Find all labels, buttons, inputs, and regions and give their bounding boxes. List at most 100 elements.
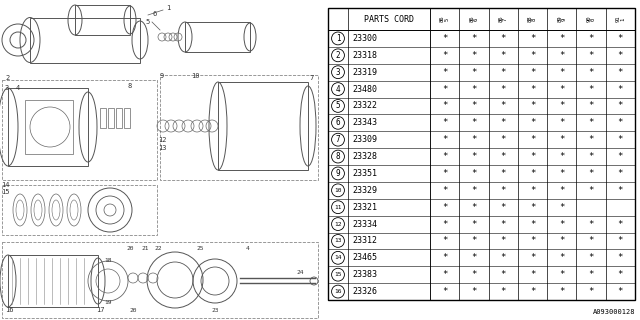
- Text: *: *: [559, 186, 564, 195]
- Text: *: *: [559, 169, 564, 178]
- Text: 9: 9: [336, 169, 340, 178]
- Text: *: *: [471, 287, 477, 296]
- Text: *: *: [500, 236, 506, 245]
- Text: *: *: [442, 34, 447, 43]
- Text: *: *: [500, 287, 506, 296]
- Text: 23326: 23326: [352, 287, 377, 296]
- Text: *: *: [618, 84, 623, 93]
- Text: *: *: [559, 118, 564, 127]
- Text: *: *: [559, 68, 564, 77]
- Circle shape: [332, 133, 344, 146]
- Circle shape: [332, 32, 344, 45]
- Text: *: *: [530, 34, 535, 43]
- Text: *: *: [442, 118, 447, 127]
- Text: 89
9: 89 9: [557, 16, 566, 22]
- Text: 13: 13: [334, 238, 342, 244]
- Text: *: *: [618, 287, 623, 296]
- Text: 5: 5: [146, 19, 150, 25]
- Circle shape: [332, 235, 344, 247]
- Text: 16: 16: [5, 307, 13, 313]
- Text: *: *: [618, 169, 623, 178]
- Text: 6: 6: [336, 118, 340, 127]
- Text: 1: 1: [166, 5, 170, 11]
- Circle shape: [332, 201, 344, 214]
- Text: *: *: [559, 84, 564, 93]
- Circle shape: [332, 83, 344, 95]
- Text: *: *: [500, 34, 506, 43]
- Text: *: *: [442, 51, 447, 60]
- Text: *: *: [442, 236, 447, 245]
- Text: *: *: [471, 186, 477, 195]
- Text: 19: 19: [104, 300, 112, 306]
- Text: 24: 24: [296, 270, 304, 276]
- Text: 23300: 23300: [352, 34, 377, 43]
- Text: *: *: [530, 236, 535, 245]
- Text: *: *: [471, 68, 477, 77]
- Text: *: *: [588, 287, 594, 296]
- Text: 10: 10: [191, 73, 199, 79]
- Circle shape: [332, 167, 344, 180]
- Text: *: *: [442, 287, 447, 296]
- Text: *: *: [500, 186, 506, 195]
- Text: *: *: [500, 51, 506, 60]
- Bar: [100, 108, 106, 128]
- Text: *: *: [442, 135, 447, 144]
- Text: *: *: [471, 118, 477, 127]
- Text: 20: 20: [126, 245, 134, 251]
- Text: *: *: [588, 135, 594, 144]
- Text: 23321: 23321: [352, 203, 377, 212]
- Text: 86
7: 86 7: [499, 16, 508, 22]
- Text: 23351: 23351: [352, 169, 377, 178]
- Text: 8: 8: [336, 152, 340, 161]
- Text: *: *: [471, 51, 477, 60]
- Text: *: *: [530, 68, 535, 77]
- Bar: [185, 22, 250, 52]
- Bar: [160, 75, 318, 180]
- Text: 9: 9: [160, 73, 164, 79]
- Circle shape: [332, 100, 344, 112]
- Text: *: *: [588, 118, 594, 127]
- Text: 23318: 23318: [352, 51, 377, 60]
- Text: 23328: 23328: [352, 152, 377, 161]
- Text: *: *: [530, 84, 535, 93]
- Text: *: *: [442, 169, 447, 178]
- Text: *: *: [442, 101, 447, 110]
- Text: *: *: [442, 270, 447, 279]
- Text: 21: 21: [141, 245, 148, 251]
- Text: *: *: [618, 101, 623, 110]
- Text: *: *: [588, 84, 594, 93]
- Text: 23343: 23343: [352, 118, 377, 127]
- Text: *: *: [588, 34, 594, 43]
- Text: *: *: [471, 203, 477, 212]
- Text: *: *: [618, 118, 623, 127]
- Text: 23322: 23322: [352, 101, 377, 110]
- Text: 23319: 23319: [352, 68, 377, 77]
- Text: 86
6: 86 6: [469, 16, 479, 22]
- Text: *: *: [530, 118, 535, 127]
- Text: *: *: [559, 51, 564, 60]
- Text: *: *: [471, 101, 477, 110]
- Text: *: *: [471, 169, 477, 178]
- Text: *: *: [500, 101, 506, 110]
- Text: *: *: [559, 220, 564, 228]
- Text: *: *: [442, 203, 447, 212]
- Text: 4: 4: [246, 245, 250, 251]
- Text: *: *: [588, 68, 594, 77]
- Text: *: *: [442, 68, 447, 77]
- Text: *: *: [471, 152, 477, 161]
- Text: 3: 3: [5, 85, 9, 91]
- Text: 12: 12: [334, 221, 342, 227]
- Text: 14: 14: [334, 255, 342, 260]
- Text: *: *: [588, 236, 594, 245]
- Text: PARTS CORD: PARTS CORD: [364, 14, 414, 23]
- Text: *: *: [530, 51, 535, 60]
- Text: *: *: [559, 34, 564, 43]
- Text: 1: 1: [336, 34, 340, 43]
- Text: 6: 6: [153, 11, 157, 17]
- Circle shape: [332, 66, 344, 79]
- Text: *: *: [618, 186, 623, 195]
- Text: 25: 25: [196, 245, 204, 251]
- Text: 17: 17: [96, 307, 104, 313]
- Text: *: *: [530, 287, 535, 296]
- Text: *: *: [442, 84, 447, 93]
